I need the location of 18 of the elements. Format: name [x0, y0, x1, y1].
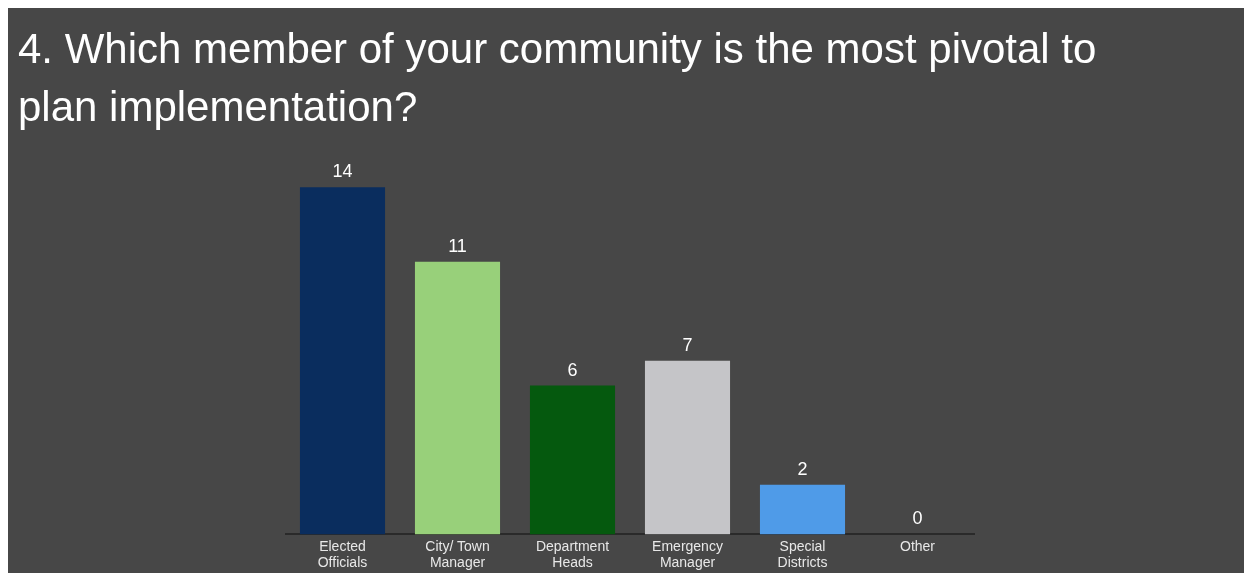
chart-title: 4. Which member of your community is the most pivotal to plan implementation?	[18, 24, 1098, 132]
data-label: 7	[682, 334, 693, 355]
x-tick-label: Department Heads	[535, 537, 610, 571]
data-label: 2	[797, 458, 808, 479]
bar	[644, 360, 731, 535]
bar	[759, 484, 846, 535]
bar	[299, 187, 386, 535]
bar	[529, 385, 616, 535]
data-label: 11	[448, 235, 467, 256]
data-label: 14	[332, 161, 353, 182]
data-label: 6	[567, 359, 578, 380]
x-tick-label: Elected Officials	[317, 537, 368, 571]
x-tick-label: City/ Town Manager	[425, 537, 490, 571]
x-tick-label: Other	[899, 537, 936, 554]
data-label: 0	[912, 508, 923, 529]
x-tick-label: Emergency Manager	[652, 537, 723, 571]
bar	[414, 261, 501, 535]
x-tick-label: Special Districts	[777, 537, 828, 571]
